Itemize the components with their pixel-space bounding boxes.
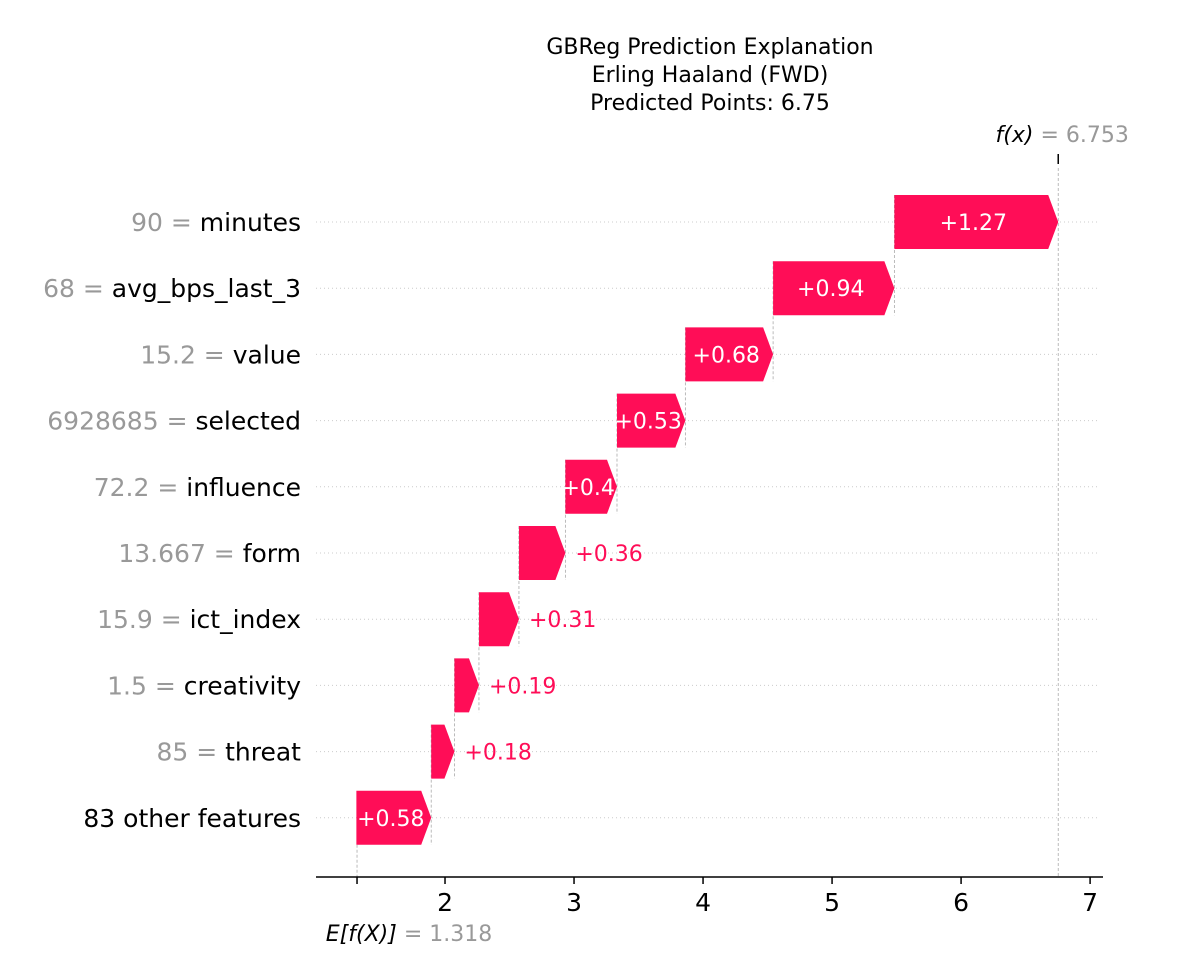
feature-label-1: 90 = minutes <box>131 208 301 237</box>
feature-name: ict_index <box>190 605 301 634</box>
base-value-marker: E[f(X)] = 1.318 <box>326 922 492 947</box>
feature-value: 1.5 = <box>107 671 184 700</box>
contribution-bar-4 <box>616 393 686 448</box>
contribution-label-1: +1.27 <box>940 211 1007 236</box>
feature-value: 72.2 = <box>94 473 187 502</box>
contribution-bar-8 <box>454 658 479 713</box>
feature-label-6: 13.667 = form <box>118 539 301 568</box>
feature-name: threat <box>225 738 301 767</box>
chart-title: GBReg Prediction Explanation Erling Haal… <box>546 35 873 116</box>
feature-name: minutes <box>200 208 301 237</box>
feature-value: 6928685 = <box>47 407 195 436</box>
contribution-bar-3 <box>685 327 774 382</box>
contribution-bar-7 <box>478 592 519 647</box>
contribution-label-6: +0.36 <box>575 542 642 567</box>
feature-name: value <box>233 340 301 369</box>
prediction-symbol: f(x) <box>996 123 1041 148</box>
contribution-bar-1 <box>894 195 1059 249</box>
prediction-value: = 6.753 <box>1040 123 1128 148</box>
feature-label-3: 15.2 = value <box>140 340 301 369</box>
chart-title-line-3: Predicted Points: 6.75 <box>590 91 830 116</box>
feature-name: selected <box>195 407 301 436</box>
x-tick-label: 7 <box>1082 888 1098 917</box>
contribution-label-3: +0.68 <box>693 343 760 368</box>
prediction-label: f(x) = 6.753 <box>996 123 1129 148</box>
prediction-marker: f(x) = 6.753 <box>996 123 1129 164</box>
x-tick-label: 6 <box>953 888 969 917</box>
base-value-label: E[f(X)] = 1.318 <box>326 922 492 947</box>
contribution-labels: +1.27 +0.94 +0.68 +0.53 +0.4 +0.36 +0.31 +0.19 +… <box>357 211 1007 832</box>
contribution-bar-2 <box>773 261 895 316</box>
x-tick-label: 4 <box>695 888 711 917</box>
feature-label-4: 6928685 = selected <box>47 407 301 436</box>
contribution-label-10: +0.58 <box>357 807 424 832</box>
feature-label-8: 1.5 = creativity <box>107 671 301 700</box>
feature-label-10: 83 other features <box>83 804 301 833</box>
chart-title-line-1: GBReg Prediction Explanation <box>546 35 873 60</box>
feature-name: avg_bps_last_3 <box>112 274 301 303</box>
contribution-label-9: +0.18 <box>464 741 531 766</box>
contribution-label-5: +0.4 <box>561 476 614 501</box>
x-tick-label: 3 <box>566 888 582 917</box>
feature-name: 83 other features <box>83 804 301 833</box>
feature-value: 85 = <box>156 738 225 767</box>
feature-label-5: 72.2 = influence <box>94 473 301 502</box>
feature-name: creativity <box>184 671 301 700</box>
contribution-label-2: +0.94 <box>797 277 864 302</box>
contribution-label-4: +0.53 <box>614 410 681 435</box>
feature-value: 15.9 = <box>97 605 190 634</box>
contribution-label-8: +0.19 <box>489 674 556 699</box>
bar-connector-lines <box>356 168 1059 877</box>
feature-value: 13.667 = <box>118 539 242 568</box>
feature-name: form <box>243 539 301 568</box>
feature-label-9: 85 = threat <box>156 738 301 767</box>
contribution-bar-9 <box>431 724 455 779</box>
chart-title-line-2: Erling Haaland (FWD) <box>592 63 829 88</box>
contribution-bar-5 <box>565 459 617 514</box>
base-value: = 1.318 <box>404 922 492 947</box>
feature-value: 15.2 = <box>140 340 233 369</box>
x-axis: 2 3 4 5 6 7 <box>316 876 1103 917</box>
contribution-bar-10 <box>356 790 432 845</box>
contribution-label-7: +0.31 <box>529 608 596 633</box>
contribution-bars <box>356 195 1059 845</box>
x-tick-label: 5 <box>824 888 840 917</box>
feature-labels: 90 = minutes 68 = avg_bps_last_3 15.2 = va… <box>43 208 301 833</box>
contribution-bar-6 <box>518 526 566 580</box>
base-value-symbol: E[f(X)] <box>326 922 404 947</box>
feature-value: 90 = <box>131 208 200 237</box>
feature-label-7: 15.9 = ict_index <box>97 605 301 634</box>
x-tick-label: 2 <box>437 888 453 917</box>
feature-name: influence <box>186 473 301 502</box>
feature-value: 68 = <box>43 274 112 303</box>
feature-label-2: 68 = avg_bps_last_3 <box>43 274 301 303</box>
